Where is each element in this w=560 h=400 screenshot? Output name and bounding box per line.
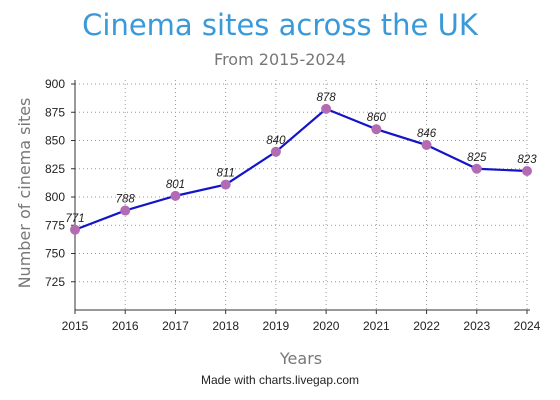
x-tick-label: 2024 — [514, 319, 541, 333]
y-tick-labels: 900 875 850 825 800 775 750 725 — [45, 77, 75, 289]
y-tick-label: 775 — [45, 218, 65, 232]
y-tick-label: 725 — [45, 275, 65, 289]
x-tick-label: 2017 — [162, 319, 189, 333]
data-label: 788 — [116, 194, 136, 206]
y-tick-label: 800 — [45, 190, 65, 204]
data-point — [421, 140, 432, 151]
data-point — [270, 146, 281, 157]
data-labels: 771 788 801 811 840 878 860 846 825 823 — [65, 92, 537, 225]
chart-title: Cinema sites across the UK — [82, 8, 478, 42]
x-tick-labels: 2015 2016 2017 2018 2019 2020 2021 2022 2023 2024 — [62, 310, 541, 333]
x-tick-label: 2022 — [413, 319, 440, 333]
data-label: 823 — [517, 154, 537, 166]
data-label: 811 — [216, 168, 234, 180]
data-points — [70, 103, 532, 235]
grid-layer — [75, 80, 528, 310]
y-tick-label: 825 — [45, 162, 65, 176]
data-point — [120, 205, 131, 216]
y-axis-title: Number of cinema sites — [15, 98, 34, 289]
y-tick-label: 875 — [45, 105, 65, 119]
x-tick-label: 2020 — [313, 319, 340, 333]
data-label: 846 — [417, 128, 437, 140]
data-point — [471, 163, 482, 174]
x-tick-label: 2023 — [463, 319, 490, 333]
x-tick-label: 2015 — [62, 319, 89, 333]
data-point — [522, 166, 532, 177]
data-point — [170, 190, 181, 201]
y-tick-label: 850 — [45, 134, 65, 148]
x-tick-label: 2016 — [112, 319, 139, 333]
data-label: 840 — [266, 135, 286, 147]
data-point — [371, 124, 382, 135]
y-tick-label: 750 — [45, 247, 65, 261]
chart-subtitle: From 2015-2024 — [214, 50, 346, 69]
x-tick-label: 2018 — [212, 319, 239, 333]
series-line — [74, 107, 528, 231]
y-tick-label: 900 — [45, 77, 65, 91]
x-axis-title: Years — [279, 349, 322, 368]
data-label: 825 — [467, 152, 487, 164]
data-point — [70, 224, 80, 235]
data-label: 878 — [317, 92, 337, 104]
data-point — [321, 103, 332, 114]
data-point — [220, 179, 231, 190]
data-label: 860 — [367, 112, 387, 124]
x-tick-label: 2019 — [263, 319, 290, 333]
data-label: 771 — [65, 213, 84, 225]
data-label: 801 — [166, 179, 185, 191]
credit-text: Made with charts.livegap.com — [200, 373, 360, 387]
x-tick-label: 2021 — [363, 319, 390, 333]
